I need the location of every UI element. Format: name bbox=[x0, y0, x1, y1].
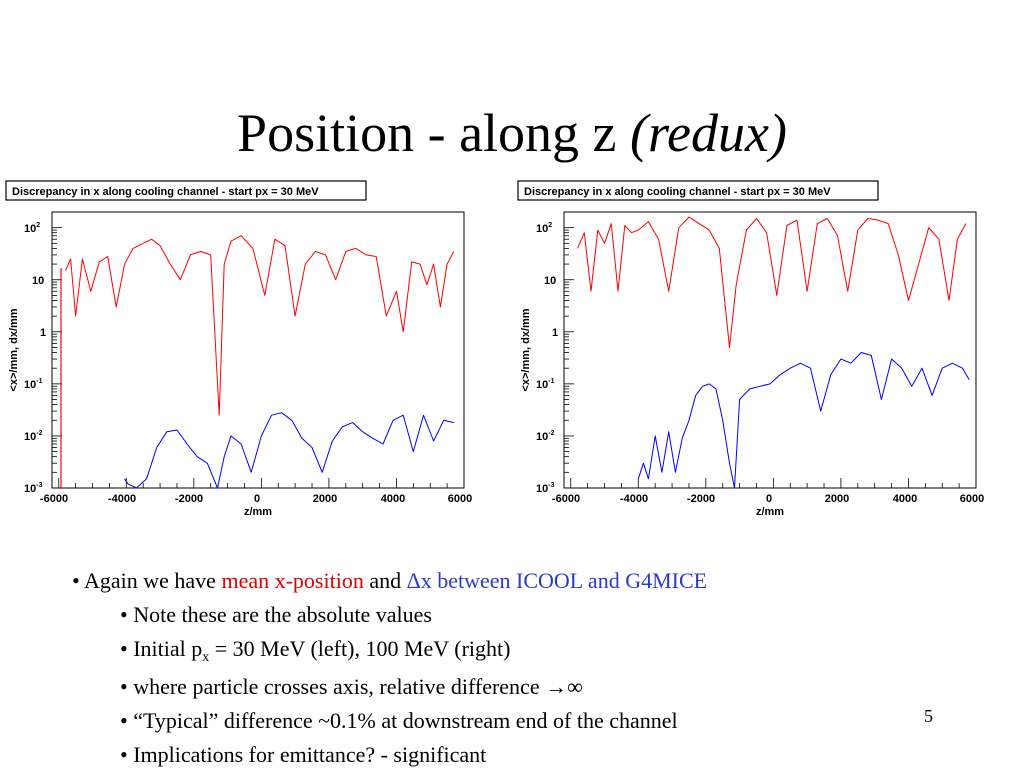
x-tick-label: -4000 bbox=[620, 493, 648, 505]
title-main: Position - along z bbox=[237, 103, 617, 163]
plot-left-svg: Discrepancy in x along cooling channel -… bbox=[5, 180, 472, 518]
y-tick-1e-2: 10-2 bbox=[24, 430, 43, 443]
x-tick-label: -4000 bbox=[108, 493, 136, 505]
x-tick-label: -2000 bbox=[687, 493, 715, 505]
x-axis-label: z/mm bbox=[244, 506, 272, 518]
x-tick-label: 2000 bbox=[825, 493, 849, 505]
bullet-item: • Initial px = 30 MeV (left), 100 MeV (r… bbox=[120, 636, 511, 665]
y-tick-10: 10 bbox=[544, 275, 556, 287]
y-tick-1: 1 bbox=[552, 327, 558, 339]
bullet-text: where particle crosses axis, relative di… bbox=[133, 674, 583, 699]
bullet-text: “Typical” difference ~0.1% at downstream… bbox=[133, 708, 678, 733]
plot-right: Discrepancy in x along cooling channel -… bbox=[514, 178, 994, 518]
bullet-list: • Again we have mean x-position and Δx b… bbox=[72, 564, 932, 772]
x-tick-label: -6000 bbox=[552, 493, 580, 505]
bullet-text: and bbox=[363, 568, 407, 593]
bullet-text: Note these are the absolute values bbox=[133, 602, 432, 627]
page-number: 5 bbox=[924, 706, 933, 726]
plot-title: Discrepancy in x along cooling channel -… bbox=[12, 186, 319, 198]
title-italic: (redux) bbox=[630, 103, 787, 163]
x-tick-label: 0 bbox=[254, 493, 260, 505]
plot-title-box bbox=[5, 180, 367, 201]
plot-frame bbox=[563, 211, 977, 489]
x-tick-label: 6000 bbox=[960, 493, 984, 505]
x-tick-label: 2000 bbox=[313, 493, 337, 505]
plot-frame bbox=[51, 211, 465, 489]
mean-x-series-line bbox=[65, 235, 455, 416]
subscript-x: x bbox=[202, 650, 210, 665]
x-axis-label: z/mm bbox=[756, 506, 784, 518]
plot-right-svg: Discrepancy in x along cooling channel -… bbox=[517, 180, 984, 518]
y-axis-label: <x>/mm, dx/mm bbox=[520, 308, 532, 391]
bullet-text: = 30 MeV (left), 100 MeV (right) bbox=[209, 636, 511, 661]
x-tick-labels: -6000 -4000 -2000 0 2000 4000 6000 bbox=[40, 493, 472, 505]
x-tick-label: -6000 bbox=[40, 493, 68, 505]
y-axis-label: <x>/mm, dx/mm bbox=[8, 308, 20, 391]
y-tick-10: 10 bbox=[32, 275, 44, 287]
bullet-text: Again we have bbox=[84, 568, 222, 593]
bullet-text: Implications for emittance? - significan… bbox=[133, 742, 487, 767]
x-tick-label: 0 bbox=[766, 493, 772, 505]
plot-left: Discrepancy in x along cooling channel -… bbox=[2, 178, 482, 518]
bullet-item: • “Typical” difference ~0.1% at downstre… bbox=[120, 708, 678, 733]
x-tick-labels: -6000 -4000 -2000 0 2000 4000 6000 bbox=[552, 493, 984, 505]
plot-title: Discrepancy in x along cooling channel -… bbox=[524, 186, 831, 198]
y-tick-1: 1 bbox=[40, 327, 46, 339]
bullet-item: • Implications for emittance? - signific… bbox=[120, 742, 487, 767]
y-tick-1e-1: 10-1 bbox=[24, 378, 43, 391]
dx-series-line bbox=[637, 352, 970, 489]
series-group bbox=[65, 235, 455, 489]
plot-title-box bbox=[517, 180, 879, 201]
y-tick-1e2: 102 bbox=[536, 222, 552, 235]
bullet-item: • where particle crosses axis, relative … bbox=[120, 674, 583, 699]
series-group bbox=[577, 216, 970, 489]
dx-series-line bbox=[124, 412, 455, 489]
x-tick-label: 6000 bbox=[448, 493, 472, 505]
dx-highlight: Δx between ICOOL and G4MICE bbox=[406, 568, 708, 593]
axis-ticks bbox=[564, 211, 977, 489]
y-tick-1e-1: 10-1 bbox=[536, 378, 555, 391]
y-tick-1e-2: 10-2 bbox=[536, 430, 555, 443]
x-tick-label: 4000 bbox=[893, 493, 917, 505]
bullet-item: • Note these are the absolute values bbox=[120, 602, 432, 627]
y-tick-1e2: 102 bbox=[24, 222, 40, 235]
mean-x-series-line bbox=[577, 216, 967, 348]
mean-x-position-highlight: mean x-position bbox=[221, 568, 364, 593]
x-tick-label: -2000 bbox=[175, 493, 203, 505]
bullet-item: • Again we have mean x-position and Δx b… bbox=[72, 568, 708, 593]
slide-title: Position - along z (redux) bbox=[0, 98, 1024, 168]
x-tick-label: 4000 bbox=[381, 493, 405, 505]
axis-ticks bbox=[52, 211, 465, 489]
bullet-text: Initial p bbox=[133, 636, 203, 661]
